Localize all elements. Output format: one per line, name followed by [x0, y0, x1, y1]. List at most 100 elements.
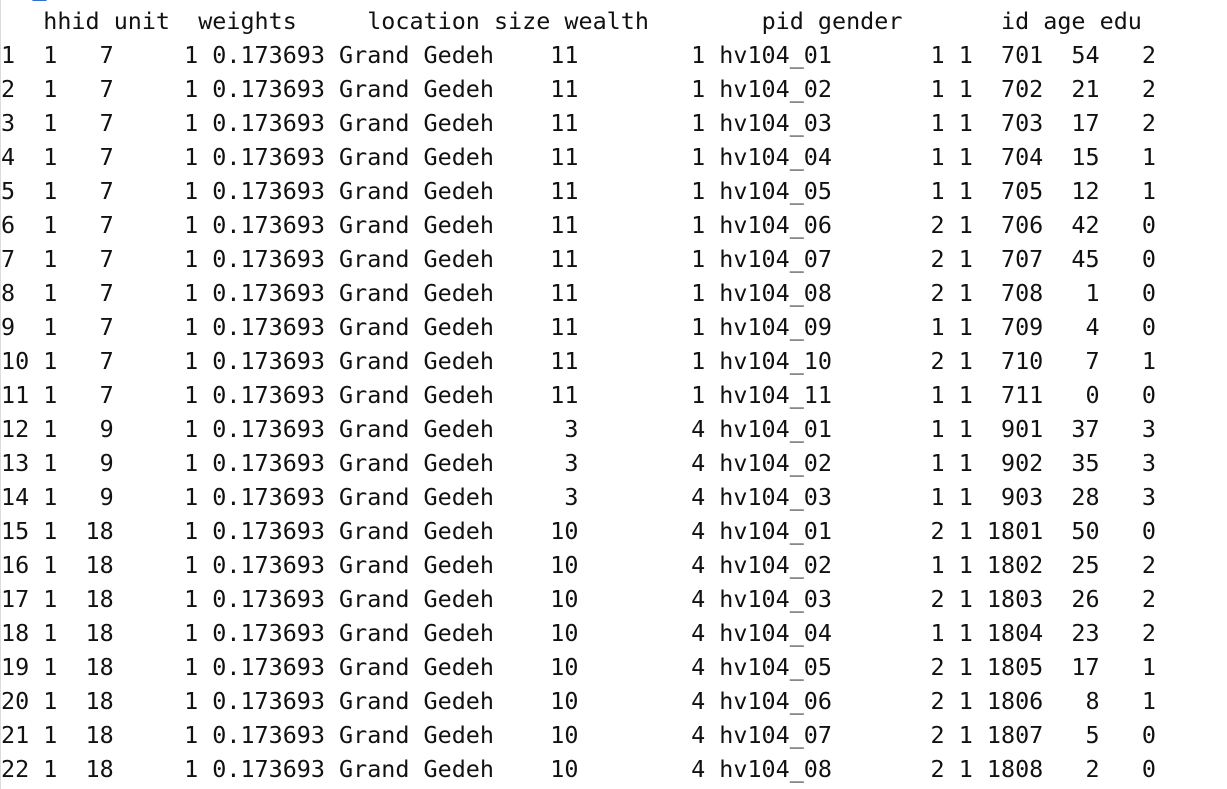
- cell-age: 4: [1043, 313, 1100, 341]
- cell-weight-value: 0.173693: [212, 143, 325, 171]
- cell-weight-value: 0.173693: [212, 551, 325, 579]
- spacer: [57, 310, 71, 344]
- cell-pid: hv104_05: [719, 653, 832, 681]
- row-index: 6: [1, 211, 44, 239]
- spacer: [705, 650, 719, 684]
- cell-weight-value: 0.173693: [212, 619, 325, 647]
- row-index: 16: [1, 551, 44, 579]
- column-header: id: [1001, 7, 1030, 35]
- cell-pid: hv104_08: [719, 755, 832, 783]
- cell-pid: hv104_07: [719, 245, 832, 273]
- cell-id: 703: [972, 109, 1044, 137]
- spacer: [705, 38, 719, 72]
- table-row: 6 1 7 1 0.173693 Grand Gedeh 11 1 hv104_…: [1, 208, 1156, 242]
- spacer: [550, 4, 564, 38]
- cell-weights: 1: [113, 177, 199, 205]
- cell-hhid: 1: [43, 653, 58, 681]
- cell-id: 705: [972, 177, 1044, 205]
- spacer: [705, 548, 719, 582]
- cell-id: 901: [972, 415, 1044, 443]
- cell-weights: 1: [113, 721, 199, 749]
- row-index: 4: [1, 143, 44, 171]
- spacer: [705, 106, 719, 140]
- cell-extra: 1: [958, 517, 973, 545]
- spacer: [325, 718, 339, 752]
- cell-unit: 7: [71, 279, 114, 307]
- cell-hhid: 1: [43, 41, 58, 69]
- cell-pid: hv104_02: [719, 75, 832, 103]
- cell-hhid: 1: [43, 211, 58, 239]
- spacer: [945, 650, 959, 684]
- spacer: [945, 208, 959, 242]
- column-header: weights: [198, 7, 297, 35]
- cell-extra: 1: [958, 551, 973, 579]
- cell-hhid: 1: [43, 517, 58, 545]
- cell-edu: 2: [1099, 619, 1156, 647]
- cell-pid: hv104_04: [719, 619, 832, 647]
- row-index: 2: [1, 75, 44, 103]
- row-index: 17: [1, 585, 44, 613]
- spacer: [945, 276, 959, 310]
- cell-id: 702: [972, 75, 1044, 103]
- cell-weights: 1: [113, 143, 199, 171]
- cursor-indicator: [32, 0, 47, 1]
- cell-weight-value: 0.173693: [212, 381, 325, 409]
- cell-gender: 1: [831, 109, 945, 137]
- spacer: [57, 514, 71, 548]
- cell-age: 2: [1043, 755, 1100, 783]
- row-index: 14: [1, 483, 44, 511]
- spacer: [1, 4, 43, 38]
- cell-location: Grand Gedeh: [339, 619, 494, 647]
- row-index: 1: [1, 41, 44, 69]
- cell-extra: 1: [958, 381, 973, 409]
- spacer: [57, 684, 71, 718]
- cell-size: 11: [493, 347, 579, 375]
- cell-age: 21: [1043, 75, 1100, 103]
- cell-location: Grand Gedeh: [339, 75, 494, 103]
- spacer: [804, 4, 818, 38]
- cell-unit: 18: [71, 619, 114, 647]
- cell-edu: 2: [1099, 585, 1156, 613]
- spacer: [945, 514, 959, 548]
- cell-weights: 1: [113, 109, 199, 137]
- cell-gender: 1: [831, 313, 945, 341]
- cell-weight-value: 0.173693: [212, 517, 325, 545]
- spacer: [705, 446, 719, 480]
- cell-id: 1805: [972, 653, 1044, 681]
- spacer: [198, 174, 212, 208]
- cell-age: 8: [1043, 687, 1100, 715]
- spacer: [945, 752, 959, 786]
- spacer: [57, 378, 71, 412]
- cell-weights: 1: [113, 347, 199, 375]
- cell-size: 11: [493, 211, 579, 239]
- cell-pid: hv104_02: [719, 449, 832, 477]
- table-row: 4 1 7 1 0.173693 Grand Gedeh 11 1 hv104_…: [1, 140, 1156, 174]
- spacer: [170, 4, 198, 38]
- row-index: 11: [1, 381, 44, 409]
- cell-hhid: 1: [43, 279, 58, 307]
- cell-age: 12: [1043, 177, 1100, 205]
- cell-weight-value: 0.173693: [212, 585, 325, 613]
- spacer: [325, 310, 339, 344]
- cell-size: 11: [493, 75, 579, 103]
- cell-age: 17: [1043, 109, 1100, 137]
- cell-size: 3: [493, 449, 579, 477]
- spacer: [945, 616, 959, 650]
- cell-weight-value: 0.173693: [212, 211, 325, 239]
- column-header: location: [367, 7, 480, 35]
- cell-size: 10: [493, 551, 579, 579]
- spacer: [198, 582, 212, 616]
- cell-age: 15: [1043, 143, 1100, 171]
- spacer: [1086, 4, 1100, 38]
- table-row: 7 1 7 1 0.173693 Grand Gedeh 11 1 hv104_…: [1, 242, 1156, 276]
- cell-edu: 3: [1099, 483, 1156, 511]
- spacer: [198, 752, 212, 786]
- cell-pid: hv104_11: [719, 381, 832, 409]
- cell-extra: 1: [958, 177, 973, 205]
- cell-id: 1803: [972, 585, 1044, 613]
- cell-location: Grand Gedeh: [339, 483, 494, 511]
- cell-size: 11: [493, 109, 579, 137]
- spacer: [325, 650, 339, 684]
- dataframe-printout[interactable]: hhid unit weights location size wealth p…: [1, 4, 1156, 786]
